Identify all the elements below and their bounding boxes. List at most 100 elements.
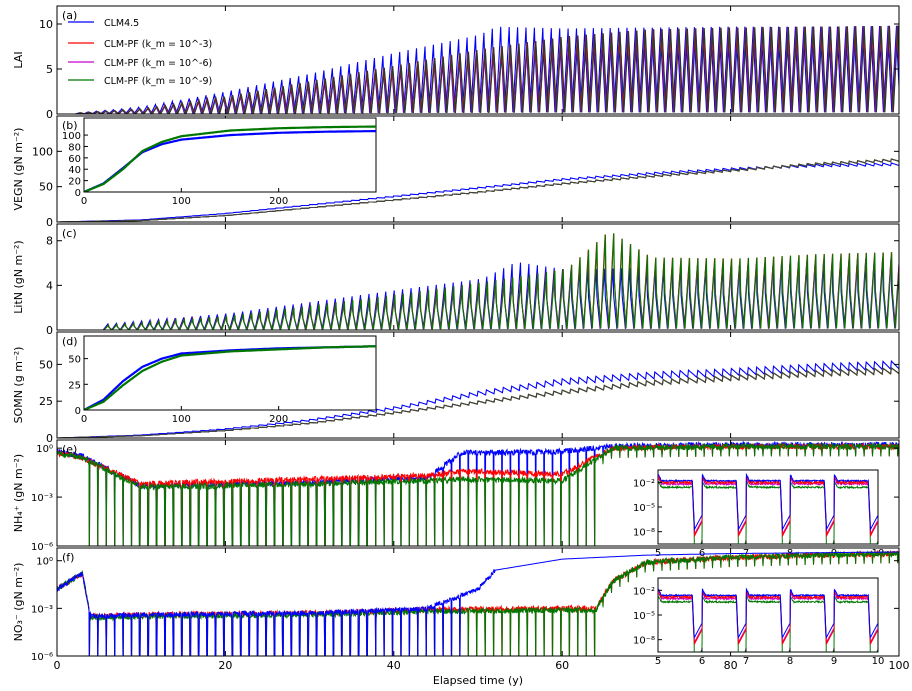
inset-xtick-label: 9 bbox=[831, 656, 837, 667]
panel-label-d: (d) bbox=[62, 335, 78, 348]
series-overlap bbox=[57, 158, 899, 222]
inset-plot bbox=[84, 125, 376, 192]
inset-xtick-label: 6 bbox=[699, 548, 705, 559]
series-overlap bbox=[57, 25, 899, 114]
ytick-label: 8 bbox=[46, 235, 53, 248]
inset-ytick-label: 25 bbox=[68, 380, 81, 391]
ytick-label: 10⁻³ bbox=[31, 604, 53, 615]
inset-ytick-label: 50 bbox=[68, 355, 81, 366]
legend-entry-1: CLM-PF (k_m = 10^-3) bbox=[104, 39, 212, 50]
ytick-label: 0 bbox=[46, 432, 53, 445]
inset-frame bbox=[657, 577, 879, 653]
ylabel-f: NO₃⁻ (gN m⁻²) bbox=[12, 563, 25, 642]
ytick-label: 10⁻³ bbox=[31, 493, 53, 504]
inset-frame bbox=[83, 117, 377, 193]
ylabel-a: LAI bbox=[12, 51, 25, 68]
plot-area-d bbox=[57, 359, 899, 438]
legend-entry-2: CLM-PF (k_m = 10^-6) bbox=[104, 58, 212, 69]
ytick-label: 50 bbox=[39, 181, 53, 194]
xtick-label: 20 bbox=[218, 659, 232, 672]
series-clm45 bbox=[57, 551, 899, 656]
xtick-label: 0 bbox=[54, 659, 61, 672]
inset-e: 10⁻⁸10⁻⁵10⁻²5 6 7 8 9 10 bbox=[633, 469, 884, 559]
panel-c: 0 4 8 (c) LitN (gN m⁻²) bbox=[12, 223, 900, 337]
inset-ytick-label: 10⁻⁵ bbox=[633, 503, 655, 514]
inset-ytick-label: 0 bbox=[75, 406, 81, 417]
inset-ytick-label: 100 bbox=[62, 131, 81, 142]
inset-xtick-label: 5 bbox=[655, 656, 661, 667]
ytick-label: 10⁻⁶ bbox=[31, 652, 53, 663]
ytick-label: 0 bbox=[46, 108, 53, 121]
panel-label-f: (f) bbox=[62, 551, 74, 564]
xtick-label: 60 bbox=[555, 659, 569, 672]
ylabel-c: LitN (gN m⁻²) bbox=[12, 240, 25, 313]
inset-xtick-label: 200 bbox=[269, 414, 288, 425]
ytick-label: 50 bbox=[39, 358, 53, 371]
panel-f: 10⁻⁶ 10⁻³ 10⁰ 0 20 40 60 80 100 (f) NO₃⁻ (gN m⁻²) 1… bbox=[12, 547, 910, 672]
panel-label-a: (a) bbox=[62, 9, 77, 22]
inset-series-1 bbox=[84, 125, 376, 192]
plot-area-a bbox=[57, 25, 899, 114]
plot-area-e bbox=[57, 440, 899, 546]
inset-series-green bbox=[658, 593, 878, 652]
inset-ytick-label: 0 bbox=[75, 188, 81, 199]
inset-xtick-label: 7 bbox=[743, 656, 749, 667]
panel-e: 10⁻⁶ 10⁻³ 10⁰ (e) NH₄⁺ (gN m⁻²) 10⁻⁸ 10⁻⁵ 10⁻² 5… bbox=[12, 439, 900, 559]
axes-frame-a bbox=[56, 5, 900, 115]
panel-a: 0 5 10 (a) LAI CLM4.5 CLM-PF (k_m = 10^-3) CLM-… bbox=[12, 5, 900, 121]
series-clm45 bbox=[57, 359, 899, 438]
inset-d: 0 25 50 0 100 200 bbox=[68, 335, 377, 425]
panel-d: 0 25 50 (d) SOMN (g m⁻²) 0 25 50 0 100 200 bbox=[12, 331, 900, 445]
inset-xtick-label: 100 bbox=[172, 196, 191, 207]
xtick-label: 40 bbox=[387, 659, 401, 672]
inset-series-blue bbox=[658, 587, 878, 639]
ytick-label: 4 bbox=[46, 279, 53, 292]
legend-entry-3: CLM-PF (k_m = 10^-9) bbox=[104, 76, 212, 87]
xtick-label: 80 bbox=[724, 659, 738, 672]
axes-frame-c bbox=[56, 223, 900, 331]
inset-plot bbox=[84, 345, 376, 410]
inset-ytick-label: 20 bbox=[68, 177, 81, 188]
axes-frame-d bbox=[56, 331, 900, 439]
inset-ytick-label: 10⁻⁵ bbox=[633, 611, 655, 622]
inset-ytick-label: 80 bbox=[68, 142, 81, 153]
ylabel-e: NH₄⁺ (gN m⁻²) bbox=[12, 454, 25, 532]
plot-area-b bbox=[57, 158, 899, 222]
ytick-label: 10 bbox=[39, 18, 53, 31]
inset-ytick-label: 10⁻⁸ bbox=[633, 528, 655, 539]
inset-f: 10⁻⁸ 10⁻⁵ 10⁻² 5 6 7 8 9 10 bbox=[633, 577, 885, 667]
ytick-label: 5 bbox=[46, 63, 53, 76]
inset-xtick-label: 100 bbox=[172, 414, 191, 425]
inset-series-blue bbox=[658, 472, 878, 531]
axes-frame-b bbox=[56, 115, 900, 223]
inset-plot bbox=[658, 587, 878, 652]
inset-xtick-label: 10 bbox=[872, 656, 885, 667]
series-clmpf-9 bbox=[57, 441, 899, 546]
inset-xtick-label: 6 bbox=[699, 656, 705, 667]
axes-frame-f bbox=[56, 547, 900, 657]
inset-xtick-label: 8 bbox=[787, 656, 793, 667]
ylabel-b: VEGN (gN m⁻²) bbox=[12, 128, 25, 211]
panel-label-b: (b) bbox=[62, 119, 78, 132]
inset-plot bbox=[658, 472, 878, 544]
ytick-label: 0 bbox=[46, 324, 53, 337]
panel-label-c: (c) bbox=[62, 227, 77, 240]
ytick-label: 0 bbox=[46, 216, 53, 229]
ytick-label: 25 bbox=[39, 395, 53, 408]
series-overlap bbox=[57, 367, 899, 438]
ytick-label: 10⁻⁶ bbox=[31, 542, 53, 553]
inset-ytick-label: 10⁻² bbox=[633, 586, 655, 597]
xtick-label: 100 bbox=[889, 659, 910, 672]
inset-ytick-label: 10⁻⁸ bbox=[633, 636, 655, 647]
ytick-label: 10⁰ bbox=[36, 444, 53, 455]
series-clmpf-9 bbox=[57, 233, 899, 330]
x-axis-label: Elapsed time (y) bbox=[433, 674, 523, 687]
ytick-label: 100 bbox=[32, 145, 53, 158]
inset-xtick-label: 0 bbox=[81, 196, 87, 207]
panel-label-e: (e) bbox=[62, 443, 77, 456]
plot-area-f bbox=[57, 549, 899, 656]
inset-series-green bbox=[658, 479, 878, 544]
